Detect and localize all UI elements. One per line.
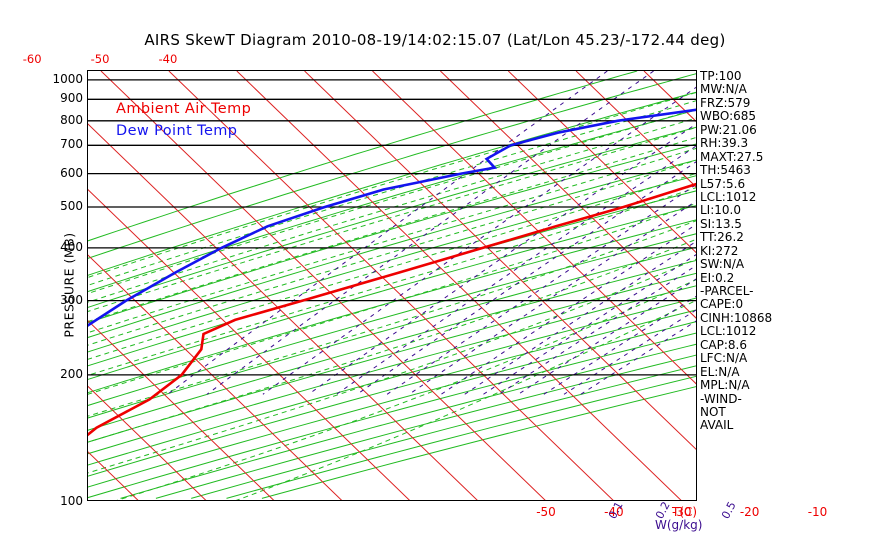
stat-row-cap: CAP:8.6 (700, 337, 747, 352)
stat-row-mpl: MPL:N/A (700, 378, 750, 393)
stat-row-l57: L57:5.6 (700, 176, 746, 191)
skewt-plot-area: Ambient Air Temp Dew Point Temp (87, 70, 697, 501)
stat-row-tt: TT:26.2 (700, 230, 744, 245)
stat-row-cinh: CINH:10868 (700, 310, 773, 325)
pressure-tick-label: 300 (60, 292, 83, 307)
pressure-tick-label: 700 (60, 137, 83, 152)
bottom-temp-tick-label: -50 (536, 505, 556, 519)
temperature-unit-label: T(C) (672, 505, 698, 519)
pressure-tick-label: 900 (60, 91, 83, 106)
stat-row-wbo: WBO:685 (700, 109, 757, 124)
sounding-stats-panel: TP:100 MW:N/A FRZ:579 WBO:685 PW:21.06 RH:39.… (700, 69, 870, 433)
stat-row-frz: FRZ:579 (700, 95, 751, 110)
pressure-tick-label: 800 (60, 112, 83, 127)
stat-row-tp: TP:100 (700, 69, 742, 83)
legend-dew-point-temp: Dew Point Temp (116, 123, 238, 139)
isotherm-lines (88, 71, 696, 500)
pressure-tick-label: 200 (60, 366, 83, 381)
page-title: AIRS SkewT Diagram 2010-08-19/14:02:15.0… (144, 31, 726, 49)
stat-row-mw: MW:N/A (700, 82, 747, 97)
pressure-tick-label: 500 (60, 198, 83, 213)
dew-point-temp-curve (88, 108, 696, 327)
bottom-temp-tick-label: -20 (739, 505, 760, 519)
stat-row-th: TH:5463 (700, 163, 751, 178)
bottom-temp-tick-label: -30 (671, 505, 692, 519)
pressure-tick-label: 100 (60, 494, 83, 508)
stat-row-lcl: LCL:1012 (700, 324, 757, 339)
stat-row-el: EL:N/A (700, 364, 740, 379)
stat-section-header: -PARCEL- (700, 284, 754, 298)
stat-section-header: NOT (700, 404, 726, 419)
stat-row-lcl: LCL:1012 (700, 189, 757, 204)
moist-adiabat-lines (88, 92, 696, 500)
stat-row-lfc: LFC:N/A (700, 351, 748, 366)
mixing-ratio-tick-label: 0.5 (718, 499, 739, 522)
stat-row-cape: CAPE:0 (700, 297, 744, 312)
stat-row-sw: SW:N/A (700, 257, 745, 272)
pressure-tick-label: 400 (60, 239, 83, 254)
legend-ambient-air-temp: Ambient Air Temp (116, 101, 252, 117)
stat-row-pw: PW:21.06 (700, 122, 757, 137)
mixing-ratio-lines (167, 71, 696, 395)
ambient-air-temp-curve (88, 182, 696, 437)
stat-row-maxt: MAXT:27.5 (700, 149, 764, 164)
stat-row-si: SI:13.5 (700, 216, 742, 231)
stat-row-ei: EI:0.2 (700, 270, 735, 285)
stat-row-rh: RH:39.3 (700, 136, 749, 151)
stat-section-header: -WIND- (700, 391, 742, 406)
pressure-tick-label: 600 (60, 165, 83, 180)
stat-row-li: LI:10.0 (700, 203, 741, 218)
stat-row-ki: KI:272 (700, 243, 739, 258)
top-temp-tick-label: -60 (22, 52, 42, 66)
isobar-lines (88, 79, 696, 376)
bottom-temp-tick-label: -10 (807, 505, 828, 519)
bottom-temp-tick-label: -40 (604, 505, 624, 519)
stat-section-header: AVAIL (700, 418, 734, 433)
pressure-tick-label: 1000 (52, 71, 83, 86)
top-temp-tick-label: -50 (90, 52, 110, 66)
skewt-plot-svg (88, 71, 696, 500)
mixing-ratio-unit-label: W(g/kg) (655, 518, 703, 532)
top-temp-tick-label: -40 (158, 52, 178, 66)
dry-adiabat-lines (88, 71, 696, 499)
